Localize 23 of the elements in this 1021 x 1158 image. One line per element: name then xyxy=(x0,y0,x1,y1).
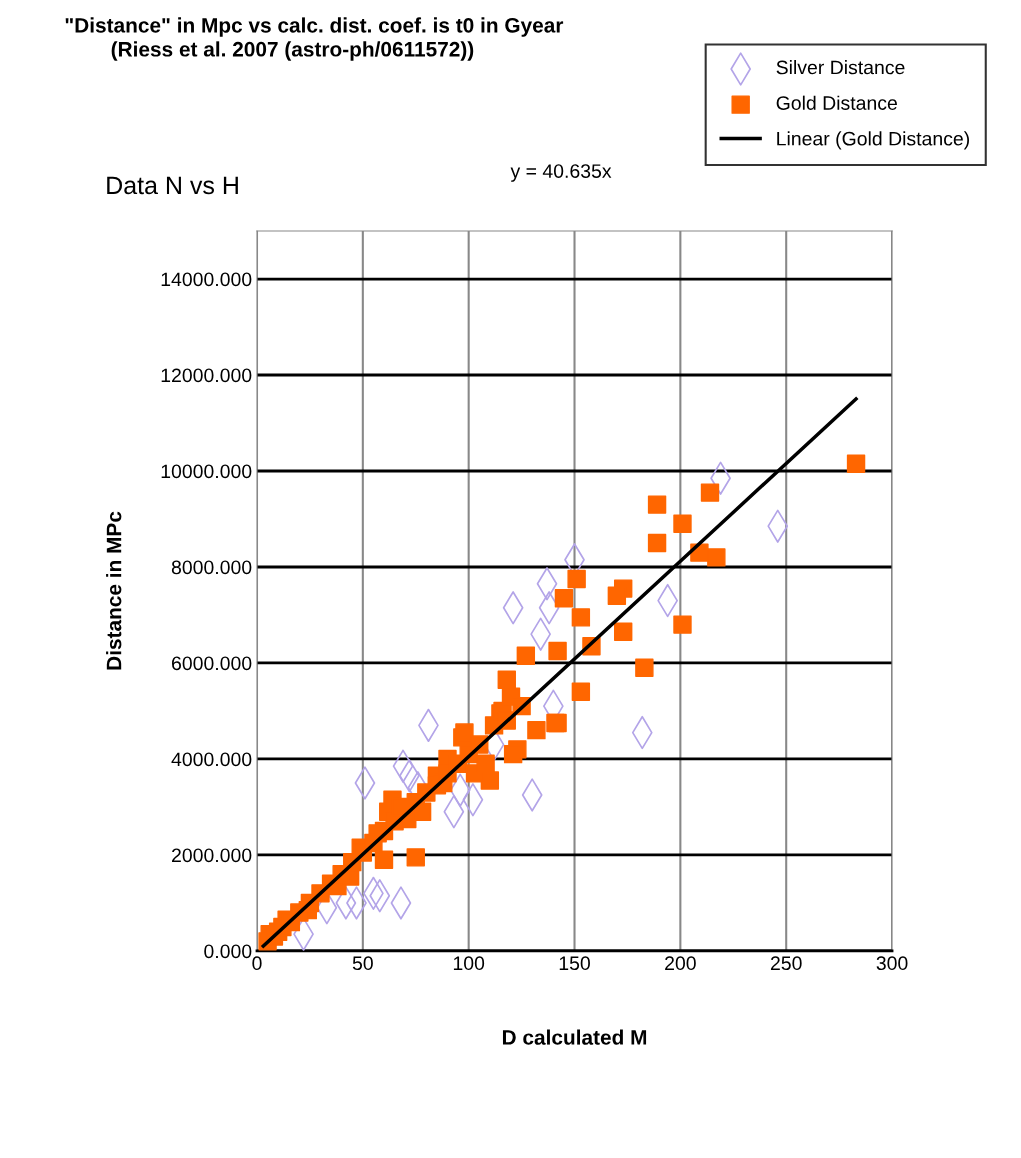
text: y = 40.635x xyxy=(510,164,612,182)
y-tick-label: 10000.000 xyxy=(161,464,252,479)
y-tick-label: 8000.000 xyxy=(171,560,252,575)
x-tick-label: 200 xyxy=(665,956,696,971)
y-tick-label: 2000.000 xyxy=(172,848,252,863)
x-tick-label: 0 xyxy=(252,956,262,971)
legend-label: Gold Distance xyxy=(776,95,897,110)
chart-title: "Distance" in Mpc vs calc. dist. coef. is t0 in Gyear (Riess et al. 2007 (astro-ph/0611572)) xyxy=(65,17,564,61)
chart-subtitle: Data N vs H xyxy=(107,176,238,195)
y-tick-label: 14000.000 xyxy=(161,272,252,287)
y-tick-label: 6000.000 xyxy=(172,656,252,671)
y-axis-title: Distance in MPc xyxy=(106,511,122,670)
x-tick-label: 50 xyxy=(352,956,373,971)
x-tick-label: 300 xyxy=(876,956,908,971)
y-tick-label: 4000.000 xyxy=(171,752,252,767)
x-axis-title: D calculated M xyxy=(502,1029,647,1045)
x-tick-label: 250 xyxy=(770,956,802,971)
y-tick-label: 12000.000 xyxy=(161,368,252,383)
legend-label: Linear (Gold Distance) xyxy=(777,131,969,150)
x-tick-label: 100 xyxy=(453,956,485,971)
x-tick-label: 150 xyxy=(559,956,590,971)
legend-label: Silver Distance xyxy=(776,60,905,75)
y-tick-label: 0.000 xyxy=(204,944,252,959)
